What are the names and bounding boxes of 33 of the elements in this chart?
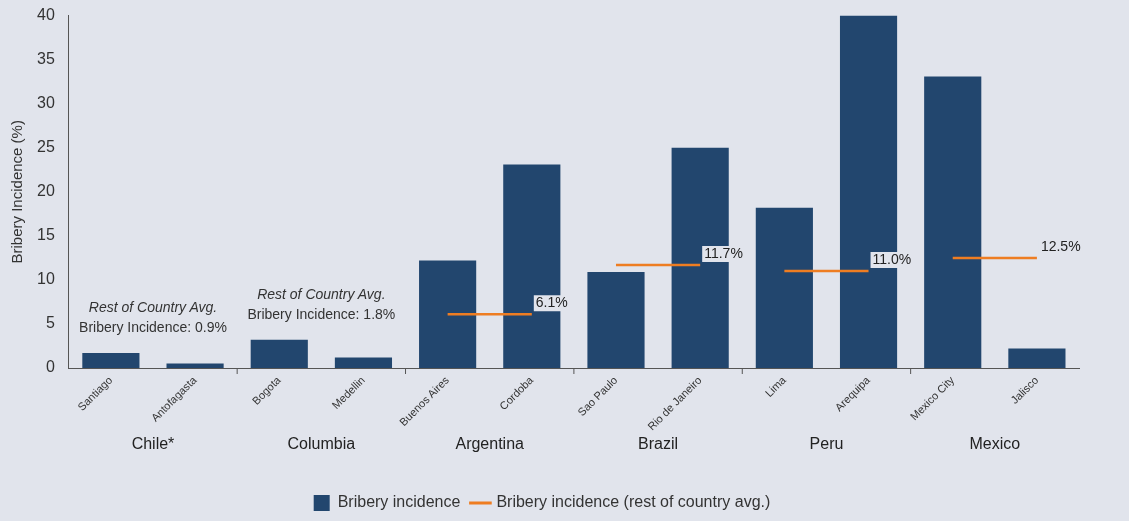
bar (334, 357, 393, 368)
bar (924, 76, 982, 368)
data-label: 11.7% (704, 244, 743, 261)
bar (1008, 348, 1066, 368)
legend-label: Bribery incidence (337, 493, 461, 511)
y-axis-title: Bribery Incidence (%) (8, 120, 26, 264)
y-tick-label: 15 (37, 226, 55, 244)
y-tick-label: 40 (37, 6, 55, 24)
bar (250, 339, 308, 368)
annotation: Rest of Country Avg. Bribery Incidence: 1.8% (247, 285, 396, 322)
y-tick-label: 0 (45, 358, 55, 376)
y-tick-label: 5 (45, 314, 55, 332)
text: Columbia (287, 435, 356, 453)
text: Peru (809, 435, 844, 453)
bar (755, 207, 813, 368)
y-tick-label: 25 (37, 138, 55, 156)
y-tick-label: 35 (37, 50, 55, 68)
bar (419, 260, 477, 368)
data-label: 6.1% (535, 294, 568, 311)
y-tick-label: 30 (37, 94, 55, 112)
data-label: 12.5% (1040, 237, 1081, 254)
y-tick-label: 10 (37, 270, 55, 288)
text: Chile* (131, 435, 175, 453)
y-tick-label: 20 (37, 182, 55, 200)
text: Brazil (638, 435, 679, 453)
bar (166, 363, 224, 368)
text: Argentina (455, 435, 525, 453)
data-label: 11.0% (872, 250, 912, 267)
bar (587, 271, 645, 368)
annotation: Rest of Country Avg. Bribery Incidence: 0.9% (79, 298, 227, 335)
text: Mexico (969, 435, 1021, 453)
legend-label: Bribery incidence (rest of country avg.) (496, 493, 771, 511)
bar (82, 353, 140, 368)
